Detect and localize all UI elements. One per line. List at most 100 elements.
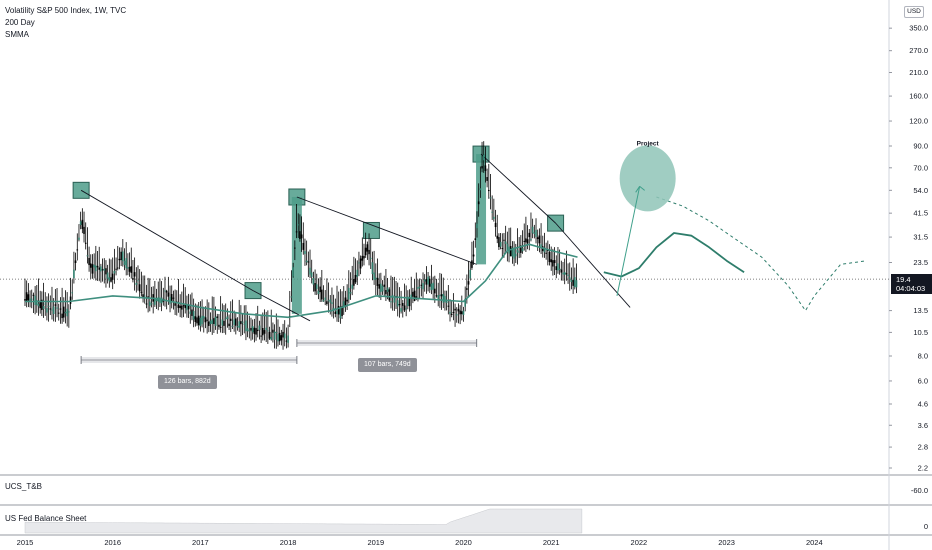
candle-body (206, 319, 208, 321)
candle-body (572, 280, 574, 286)
candle-body (95, 265, 97, 272)
candle-body (88, 257, 90, 266)
candle-body (471, 260, 473, 268)
candle-body (81, 219, 84, 230)
candle-body (128, 266, 131, 272)
candle-body (103, 268, 106, 271)
candle-body (267, 330, 269, 332)
candle-body (535, 230, 537, 237)
candle-body (150, 303, 153, 305)
candle-body (68, 311, 70, 313)
candle-body (511, 247, 514, 257)
candle-body (69, 296, 72, 304)
candle-body (113, 270, 116, 274)
candle-body (469, 269, 472, 279)
candle-body (111, 273, 114, 280)
candle-body (322, 300, 325, 302)
candle-body (49, 308, 52, 310)
candle-body (506, 243, 509, 252)
candle-body (403, 305, 406, 311)
candle-body (133, 272, 136, 277)
candle-body (353, 279, 355, 286)
y-tick-label: 13.5 (913, 306, 928, 315)
candle-body (177, 304, 180, 308)
y-tick-label: 10.5 (913, 328, 928, 337)
candle-body (459, 310, 461, 315)
candle-body (52, 306, 55, 315)
candle-body (536, 237, 539, 239)
candle-body (466, 288, 468, 290)
candle-body (520, 245, 522, 253)
candle-body (329, 299, 332, 303)
x-tick-label: 2018 (280, 538, 297, 547)
candle-body (57, 312, 60, 314)
candle-body (278, 332, 281, 342)
candle-body (122, 251, 124, 262)
y-tick-label: 2.8 (918, 443, 928, 452)
candle-body (84, 242, 87, 244)
candle-body (565, 273, 568, 275)
candle-body (130, 266, 133, 273)
candle-body (410, 294, 413, 298)
candle-body (236, 326, 239, 328)
candle-body (408, 297, 411, 307)
candle-body (110, 277, 112, 282)
candle-body (155, 298, 158, 302)
candle-body (393, 296, 396, 303)
candle-body (358, 262, 360, 264)
candle-body (221, 319, 224, 326)
candle-body (132, 278, 134, 280)
candle-body (295, 231, 298, 233)
candle-body (472, 254, 475, 257)
candle-body (543, 247, 546, 253)
candle-body (123, 260, 126, 266)
x-tick-label: 2022 (631, 538, 648, 547)
candle-body (42, 306, 45, 309)
candle-body (280, 335, 283, 341)
candle-body (444, 295, 446, 303)
candle-body (361, 255, 364, 261)
project-arrow (616, 186, 641, 296)
candle-body (62, 306, 65, 318)
currency-badge[interactable]: USD (904, 6, 924, 18)
candle-body (489, 197, 492, 199)
candle-body (516, 249, 519, 253)
candle-body (229, 318, 232, 321)
candle-body (396, 300, 399, 307)
candle-body (164, 290, 166, 292)
candle-body (321, 289, 323, 300)
candle-body (219, 326, 222, 328)
candle-body (184, 303, 187, 309)
candle-body (108, 277, 111, 282)
candle-body (331, 302, 333, 304)
candle-body (499, 241, 502, 247)
candle-body (231, 325, 234, 327)
candle-body (550, 259, 552, 263)
candle-body (251, 326, 254, 333)
candle-body (142, 294, 144, 298)
candle-body (189, 311, 192, 314)
candle-body (373, 272, 375, 280)
candle-body (425, 279, 428, 285)
candle-body (268, 331, 271, 339)
trend-line (480, 153, 556, 224)
candle-body (255, 328, 257, 335)
candle-body (351, 284, 353, 289)
candle-body (179, 305, 181, 309)
candle-body (533, 232, 536, 234)
candle-body (422, 282, 424, 290)
y-tick-label: 270.0 (909, 46, 928, 55)
candle-body (312, 277, 315, 285)
candle-body (479, 188, 482, 191)
candle-body (304, 251, 306, 254)
candle-body (125, 258, 127, 269)
candle-body (24, 299, 26, 301)
candle-body (44, 303, 47, 305)
last-price-label: 19.4 04:04:03 (891, 274, 932, 294)
candle-body (233, 319, 235, 325)
candle-body (59, 308, 62, 310)
candle-body (341, 305, 343, 316)
candle-body (243, 323, 246, 325)
candle-body (174, 303, 176, 306)
